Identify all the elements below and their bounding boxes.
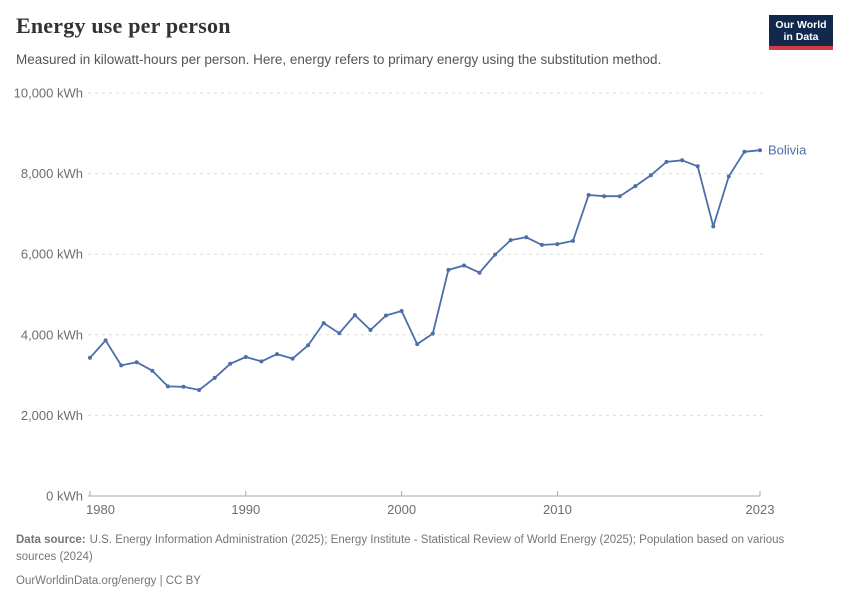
owid-logo-line2: in Data	[783, 31, 819, 43]
data-point[interactable]	[493, 252, 498, 257]
data-point[interactable]	[462, 263, 466, 268]
y-tick-label: 6,000 kWh	[21, 247, 83, 262]
x-tick-label: 2023	[746, 502, 775, 517]
x-axis	[88, 491, 761, 497]
data-point[interactable]	[88, 355, 92, 360]
data-point[interactable]	[165, 384, 170, 389]
data-point[interactable]	[508, 238, 513, 243]
owid-logo-line1: Our World	[775, 19, 827, 31]
data-point[interactable]	[586, 193, 591, 197]
x-tick-label: 2010	[543, 502, 572, 517]
data-point[interactable]	[306, 343, 311, 348]
data-point[interactable]	[368, 328, 373, 332]
data-point[interactable]	[243, 355, 248, 359]
y-tick-label: 8,000 kWh	[21, 166, 83, 181]
data-point[interactable]	[680, 158, 685, 163]
data-point[interactable]	[290, 356, 295, 361]
data-point[interactable]	[648, 173, 653, 178]
data-point[interactable]	[321, 321, 326, 326]
data-point[interactable]	[539, 242, 544, 247]
data-point[interactable]	[181, 384, 186, 389]
series-label-bolivia[interactable]: Bolivia	[768, 143, 807, 158]
footer-link[interactable]: OurWorldinData.org/energy | CC BY	[16, 575, 201, 587]
data-point[interactable]	[119, 363, 124, 368]
x-tick-label: 1980	[86, 502, 115, 517]
owid-logo[interactable]: Our World in Data	[769, 15, 833, 50]
page-title: Energy use per person	[16, 13, 231, 38]
data-point[interactable]	[197, 388, 202, 392]
data-point[interactable]	[602, 194, 607, 199]
x-tick-label: 2000	[387, 502, 416, 517]
data-series-group: Bolivia	[88, 143, 807, 392]
data-point[interactable]	[275, 352, 279, 357]
data-point[interactable]	[337, 331, 342, 336]
x-axis-labels: 1980 1990 2000 2010 2023	[86, 502, 774, 517]
y-tick-label: 10,000 kWh	[14, 86, 83, 101]
data-point[interactable]	[758, 148, 762, 153]
data-point[interactable]	[399, 309, 404, 313]
data-point[interactable]	[524, 235, 529, 240]
data-point[interactable]	[477, 270, 482, 275]
data-point[interactable]	[664, 159, 669, 164]
license-line: OurWorldinData.org/energy | CC BY	[16, 573, 824, 590]
series-line-bolivia[interactable]	[89, 149, 761, 391]
data-point[interactable]	[134, 360, 139, 365]
data-point[interactable]	[228, 361, 233, 366]
y-axis-labels: 0 kWh 2,000 kWh 4,000 kWh 6,000 kWh 8,000 kW…	[14, 86, 83, 504]
data-point[interactable]	[742, 149, 747, 154]
data-point[interactable]	[103, 338, 108, 343]
data-point[interactable]	[695, 164, 700, 169]
y-tick-label: 0 kWh	[46, 489, 83, 504]
data-source-text: U.S. Energy Information Administration (…	[16, 534, 785, 563]
data-point[interactable]	[617, 194, 622, 199]
data-point[interactable]	[212, 375, 217, 380]
y-gridlines	[88, 92, 764, 416]
data-point[interactable]	[555, 242, 560, 247]
x-tick-label: 1990	[231, 502, 260, 517]
data-source-label: Data source:	[16, 534, 86, 546]
data-point[interactable]	[259, 359, 264, 364]
data-point[interactable]	[711, 224, 716, 229]
chart-footer: Data source: U.S. Energy Information Admi…	[16, 532, 824, 590]
y-tick-label: 2,000 kWh	[21, 408, 83, 423]
data-point[interactable]	[415, 342, 420, 347]
data-point[interactable]	[384, 313, 388, 318]
y-tick-label: 4,000 kWh	[21, 327, 83, 342]
data-point[interactable]	[352, 313, 357, 318]
data-point[interactable]	[571, 238, 575, 243]
data-point[interactable]	[633, 184, 638, 189]
data-point[interactable]	[726, 174, 731, 179]
data-point[interactable]	[150, 368, 155, 373]
data-point[interactable]	[430, 331, 435, 336]
chart-subtitle: Measured in kilowatt-hours per person. H…	[16, 52, 662, 67]
data-source-line: Data source: U.S. Energy Information Admi…	[16, 532, 824, 566]
data-point[interactable]	[446, 267, 451, 272]
